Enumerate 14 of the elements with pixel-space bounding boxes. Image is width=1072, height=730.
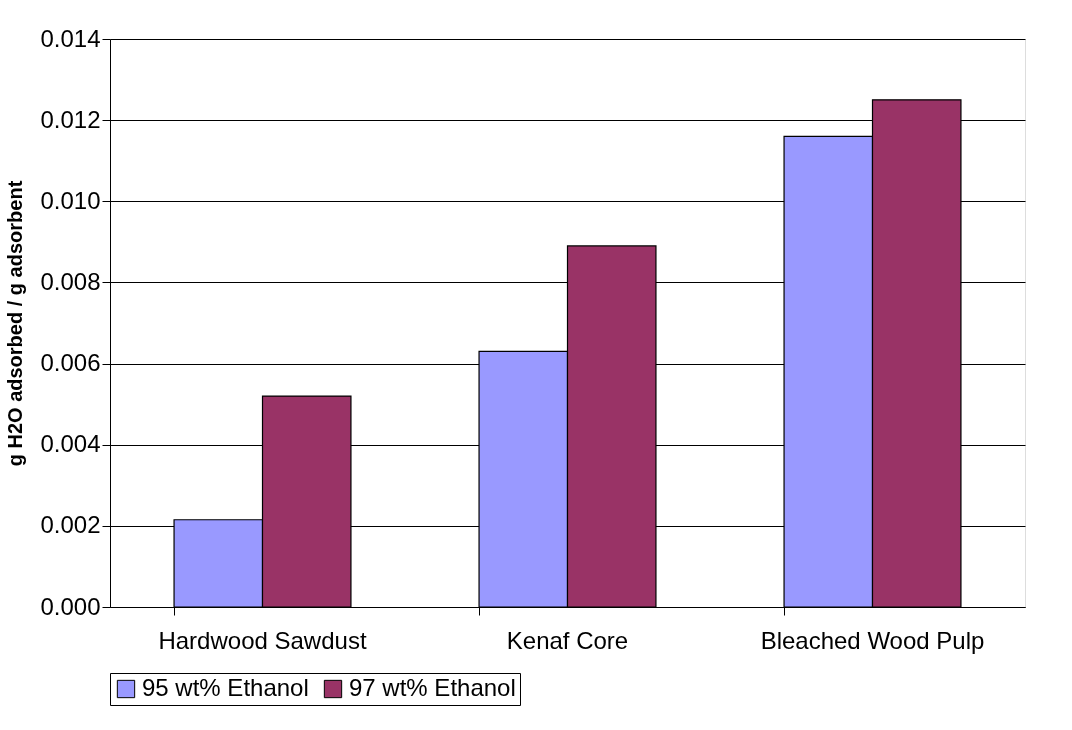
x-tick-label: Bleached Wood Pulp [760, 626, 985, 654]
x-tick-label: Kenaf Core [506, 626, 629, 654]
y-tick-label: 0.010 [40, 186, 101, 214]
y-tick-label: 0.002 [40, 511, 101, 539]
y-tick-label: 0.000 [40, 592, 101, 620]
y-axis-title: g H2O adsorbed / g adsorbent [4, 180, 27, 467]
y-tick-label: 0.006 [40, 349, 101, 377]
legend-label: 95 wt% Ethanol [142, 674, 309, 701]
x-tick-label: Hardwood Sawdust [158, 626, 367, 654]
y-tick-label: 0.008 [40, 267, 101, 295]
y-tick-label: 0.004 [40, 430, 101, 458]
legend-label: 97 wt% Ethanol [349, 674, 516, 701]
y-tick-label: 0.014 [40, 24, 101, 52]
y-tick-label: 0.012 [40, 105, 101, 133]
